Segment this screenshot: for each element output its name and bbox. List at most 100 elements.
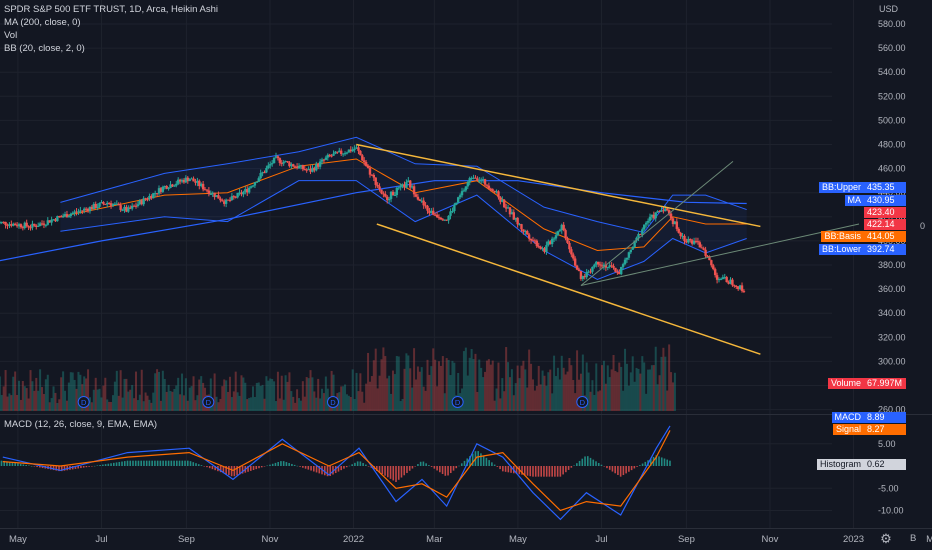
candle-body [641, 229, 644, 235]
histogram-bar [540, 466, 543, 477]
candle-body [297, 166, 301, 169]
candle-body [514, 217, 517, 220]
scale-toggle-button[interactable]: B [910, 533, 917, 544]
candle-body [483, 179, 487, 185]
bb-legend[interactable]: BB (20, close, 2, 0) [4, 43, 85, 54]
histogram-bar [192, 462, 195, 466]
histogram-bar [30, 466, 33, 467]
histogram-bar [137, 460, 140, 466]
price-tick-label: 520.00 [878, 91, 906, 101]
candle-body [537, 246, 540, 248]
candle-body [512, 212, 516, 220]
volume-bar [604, 383, 607, 411]
symbol-title[interactable]: SPDR S&P 500 ETF TRUST, 1D, Arca, Heikin… [4, 4, 219, 15]
volume-bar [104, 377, 107, 411]
vol-legend[interactable]: Vol [4, 30, 18, 41]
ma-legend[interactable]: MA (200, close, 0) [4, 17, 81, 28]
trendline[interactable] [356, 143, 761, 228]
candle-body [349, 149, 352, 152]
volume-bar [186, 400, 189, 411]
histogram-bar [8, 461, 11, 466]
candle-body [2, 221, 5, 223]
candle-body [15, 225, 19, 227]
time-axis[interactable]: May Jul Sep Nov 2022 Mar May Jul Sep Nov 2023 Mar [9, 534, 932, 545]
volume-bar [125, 378, 128, 411]
dividend-marker-label: D [330, 398, 336, 407]
volume-bar [386, 378, 389, 411]
volume-bar [581, 354, 584, 411]
volume-bar [251, 386, 254, 411]
candle-body [157, 188, 161, 194]
volume-bar [612, 354, 615, 411]
candle-body [253, 182, 257, 186]
histogram-bar [521, 466, 523, 475]
chart-settings-button[interactable]: ⚙ [879, 532, 893, 546]
price-tick-label: 460.00 [878, 164, 906, 174]
trendline[interactable] [580, 160, 734, 286]
macd-legend[interactable]: MACD (12, 26, close, 9, EMA, EMA) [4, 419, 158, 430]
volume-bar [223, 379, 226, 411]
volume-bar [299, 400, 302, 411]
histogram-bar [315, 466, 318, 473]
tag-key: Volume [827, 378, 864, 389]
histogram-bar [469, 456, 471, 466]
candle-body [361, 155, 364, 161]
candle-body [456, 197, 460, 203]
volume-bar [497, 362, 500, 411]
volume-bar [384, 356, 387, 411]
volume-bar [234, 371, 237, 411]
candle-body [416, 196, 420, 200]
grid [0, 0, 855, 528]
volume-bar [75, 388, 78, 411]
dividend-marker-label: D [580, 398, 586, 407]
candle-body [520, 224, 523, 230]
volume-bar [395, 356, 398, 411]
candle-body [550, 238, 554, 245]
candle-body [104, 203, 107, 205]
volume-bar [388, 375, 391, 411]
drawing-tools[interactable] [356, 143, 860, 355]
histogram-bar [433, 466, 436, 469]
trendline[interactable] [580, 223, 860, 286]
volume-bar [106, 399, 109, 411]
candle-body [180, 179, 184, 182]
candle-body [61, 216, 65, 218]
candle-body [276, 156, 280, 159]
candle-body [382, 193, 385, 195]
candle-body [579, 271, 583, 279]
candle-body [485, 184, 489, 186]
candle-body [403, 184, 406, 188]
trendline[interactable] [376, 223, 761, 355]
volume-bar [227, 391, 230, 411]
candle-body [192, 178, 195, 182]
candle-body [345, 152, 349, 154]
candle-body [372, 174, 376, 178]
volume-bar [92, 389, 95, 411]
histogram-bar [567, 466, 570, 470]
volume-bar [466, 375, 469, 411]
histogram-bar [14, 462, 16, 466]
volume-bar [528, 349, 531, 411]
candle-body [412, 186, 416, 195]
volume-bar [493, 400, 496, 411]
volume-bar [489, 364, 492, 411]
candle-body [213, 192, 216, 198]
candle-body [466, 182, 469, 187]
candle-body [217, 195, 220, 199]
candle-body [161, 186, 165, 192]
histogram-bar [91, 466, 93, 467]
candle-body [355, 147, 358, 149]
candle-body [549, 241, 552, 245]
tag-key: BB:Upper [818, 182, 864, 193]
candle-body [643, 224, 646, 230]
candle-body [596, 261, 600, 265]
histogram-bar [348, 465, 351, 467]
histogram-bar [491, 462, 493, 466]
volume-bar [98, 388, 101, 411]
candle-body [393, 194, 397, 196]
volume-bar [503, 391, 506, 411]
candle-body [221, 200, 224, 202]
candle-body [598, 264, 602, 266]
